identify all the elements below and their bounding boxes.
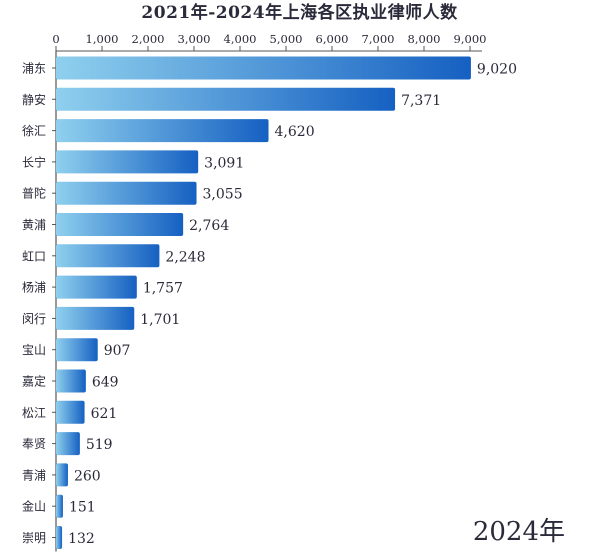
bar <box>56 181 197 205</box>
bar <box>56 400 85 424</box>
bar <box>56 87 396 111</box>
value-label: 2,764 <box>189 218 229 234</box>
bar <box>56 275 137 299</box>
category-label: 崇明 <box>22 531 46 545</box>
x-tick-label: 1,000 <box>86 32 119 46</box>
value-label: 151 <box>69 500 96 516</box>
bar <box>56 56 471 80</box>
x-tick-label: 7,000 <box>362 32 395 46</box>
category-label: 青浦 <box>22 468 46 482</box>
value-label: 3,091 <box>204 155 244 171</box>
category-label: 闵行 <box>22 311 46 326</box>
x-tick-label: 0 <box>52 32 59 46</box>
value-label: 260 <box>74 468 101 484</box>
category-label: 黄浦 <box>22 218 46 232</box>
bar <box>56 463 68 487</box>
x-tick-label: 9,000 <box>454 32 487 46</box>
category-label: 宝山 <box>22 343 46 357</box>
bar <box>56 150 199 174</box>
bar <box>56 244 160 268</box>
bar <box>56 432 80 456</box>
value-label: 621 <box>91 406 118 422</box>
x-tick-label: 6,000 <box>316 32 349 46</box>
category-label: 长宁 <box>22 154 46 169</box>
category-label: 静安 <box>22 92 46 107</box>
value-label: 649 <box>92 375 119 391</box>
value-label: 519 <box>86 437 113 453</box>
category-label: 浦东 <box>22 62 46 76</box>
x-tick-label: 4,000 <box>224 32 257 46</box>
x-tick-label: 2,000 <box>132 32 165 46</box>
bar <box>56 526 63 549</box>
bar <box>56 494 63 518</box>
category-label: 松江 <box>22 406 46 420</box>
bar <box>56 338 98 362</box>
bar <box>56 119 269 143</box>
bar <box>56 369 86 393</box>
x-tick-label: 3,000 <box>178 32 211 46</box>
category-label: 杨浦 <box>22 280 46 295</box>
value-label: 3,055 <box>203 187 243 203</box>
value-label: 7,371 <box>401 93 441 109</box>
year-label: 2024年 <box>472 517 565 547</box>
category-label: 虹口 <box>22 249 46 263</box>
x-tick-label: 5,000 <box>270 32 303 46</box>
category-label: 普陀 <box>22 186 46 201</box>
category-label: 嘉定 <box>22 374 46 389</box>
value-label: 9,020 <box>477 62 517 78</box>
x-tick-label: 8,000 <box>408 32 441 46</box>
value-label: 2,248 <box>165 249 205 265</box>
value-label: 1,757 <box>143 281 183 297</box>
category-label: 金山 <box>22 499 46 514</box>
bar <box>56 213 184 236</box>
value-label: 132 <box>68 531 95 547</box>
bar <box>56 306 135 330</box>
value-label: 907 <box>104 343 131 359</box>
category-label: 奉贤 <box>22 437 46 451</box>
chart-title: 2021年-2024年上海各区执业律师人数 <box>141 3 458 23</box>
category-label: 徐汇 <box>22 123 46 138</box>
value-label: 1,701 <box>140 312 180 328</box>
value-label: 4,620 <box>275 124 315 140</box>
